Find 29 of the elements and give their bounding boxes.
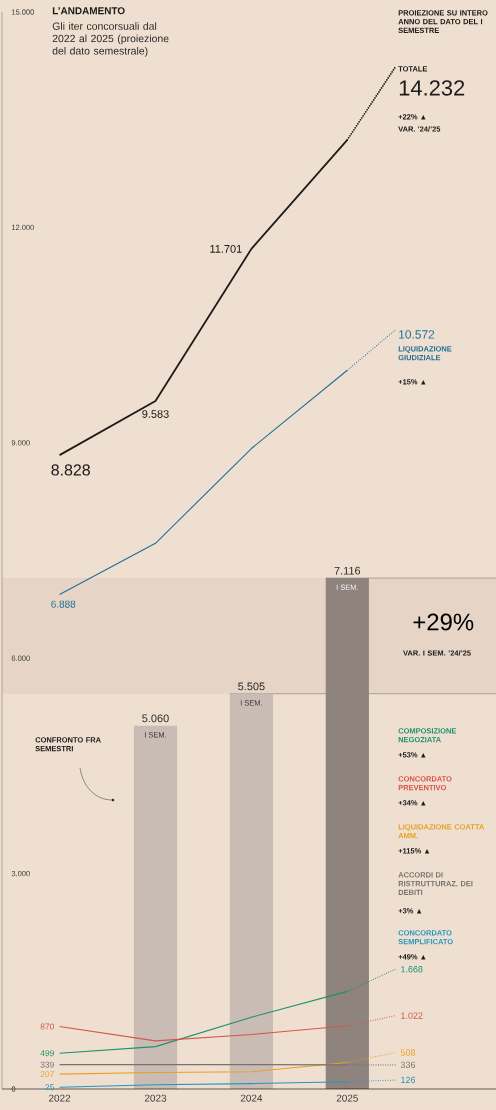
x-tick-label: 2024: [240, 1094, 263, 1102]
bar: [229, 693, 273, 1089]
text: Gli iter concorsuali dal 2022 al 2025 (proiezione del dato semestrale): [52, 22, 169, 57]
data-label: 207: [40, 1071, 54, 1078]
data-label: 1.022: [401, 1012, 423, 1019]
data-label: 14.232: [399, 80, 465, 96]
data-label: 9.583: [142, 410, 169, 418]
data-label: 508: [400, 1049, 416, 1056]
x-tick-label: 2023: [144, 1094, 167, 1102]
data-label: 25: [45, 1084, 54, 1091]
chart-title: L’ANDAMENTO: [52, 7, 125, 15]
data-label: 870: [40, 1023, 55, 1030]
x-tick-label: 2025: [336, 1094, 358, 1102]
data-label: 10.572: [399, 330, 435, 339]
data-label: 126: [401, 1076, 416, 1084]
x-tick-label: 2022: [48, 1094, 71, 1102]
data-label: 11.701: [210, 244, 242, 253]
data-label: 7.116: [334, 566, 361, 575]
data-label: 5.060: [142, 714, 169, 723]
data-label: 499: [40, 1050, 54, 1057]
data-label: 6.888: [51, 600, 76, 608]
bar: [133, 725, 178, 1089]
band-label: +29%: [413, 613, 474, 631]
bar: [325, 578, 369, 1089]
data-label: 336: [400, 1061, 416, 1069]
data-label: 8.828: [51, 464, 90, 476]
data-label: 339: [40, 1061, 54, 1068]
data-label: 5.505: [238, 682, 265, 691]
data-label: 1.668: [401, 966, 423, 973]
